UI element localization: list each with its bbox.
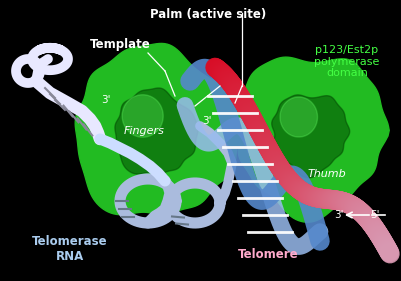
- Text: 3': 3': [101, 95, 111, 105]
- Text: 3': 3': [202, 116, 211, 126]
- Text: Telomerase
RNA: Telomerase RNA: [32, 235, 108, 263]
- Polygon shape: [280, 97, 318, 137]
- Text: Thumb: Thumb: [308, 169, 346, 179]
- Text: Template: Template: [90, 38, 151, 51]
- Polygon shape: [115, 88, 198, 174]
- Polygon shape: [272, 95, 350, 178]
- Text: p123/Est2p
polymerase
domain: p123/Est2p polymerase domain: [314, 45, 380, 78]
- Polygon shape: [75, 44, 241, 215]
- Text: 3': 3': [334, 210, 344, 220]
- Text: Telomere: Telomere: [238, 248, 299, 261]
- Text: 5': 5': [370, 210, 380, 220]
- Polygon shape: [234, 57, 389, 222]
- Polygon shape: [122, 95, 163, 137]
- Text: Fingers: Fingers: [124, 126, 165, 136]
- Text: Palm (active site): Palm (active site): [150, 8, 267, 21]
